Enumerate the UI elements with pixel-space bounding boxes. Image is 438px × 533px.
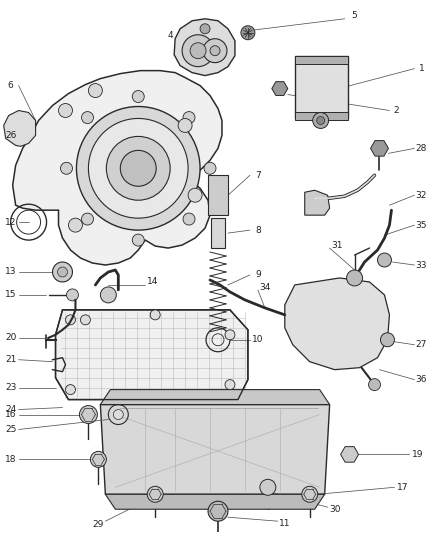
Circle shape xyxy=(210,46,220,55)
Circle shape xyxy=(90,451,106,467)
Text: 3: 3 xyxy=(219,31,225,40)
Polygon shape xyxy=(272,82,288,95)
Polygon shape xyxy=(100,405,330,494)
Circle shape xyxy=(81,111,93,124)
Circle shape xyxy=(60,163,72,174)
Circle shape xyxy=(378,253,392,267)
Circle shape xyxy=(106,136,170,200)
Text: 27: 27 xyxy=(416,340,427,349)
Circle shape xyxy=(132,234,144,246)
Circle shape xyxy=(150,310,160,320)
Circle shape xyxy=(178,118,192,132)
Text: 11: 11 xyxy=(279,519,290,528)
Text: 35: 35 xyxy=(416,221,427,230)
Text: 17: 17 xyxy=(397,483,408,492)
Polygon shape xyxy=(4,110,35,147)
Circle shape xyxy=(200,24,210,34)
Circle shape xyxy=(204,163,216,174)
Text: 1: 1 xyxy=(418,64,424,73)
Polygon shape xyxy=(106,494,325,509)
Circle shape xyxy=(100,287,117,303)
Text: 16: 16 xyxy=(5,410,16,419)
Circle shape xyxy=(313,112,328,128)
Text: 9: 9 xyxy=(255,270,261,279)
Text: 4: 4 xyxy=(167,31,173,40)
Circle shape xyxy=(88,84,102,98)
Circle shape xyxy=(225,330,235,340)
Circle shape xyxy=(68,218,82,232)
Polygon shape xyxy=(305,190,330,215)
Text: 26: 26 xyxy=(5,131,16,140)
Circle shape xyxy=(53,262,72,282)
Text: 25: 25 xyxy=(5,425,16,434)
Circle shape xyxy=(77,107,200,230)
Text: 12: 12 xyxy=(5,217,16,227)
Text: 34: 34 xyxy=(259,284,271,293)
Polygon shape xyxy=(56,310,248,400)
Text: 29: 29 xyxy=(93,520,104,529)
Circle shape xyxy=(66,315,75,325)
Circle shape xyxy=(208,501,228,521)
Circle shape xyxy=(113,409,124,419)
Circle shape xyxy=(66,385,75,394)
Text: 36: 36 xyxy=(416,375,427,384)
Polygon shape xyxy=(285,278,389,370)
Circle shape xyxy=(346,270,363,286)
Circle shape xyxy=(190,43,206,59)
Circle shape xyxy=(88,118,188,218)
Circle shape xyxy=(241,26,255,40)
Circle shape xyxy=(183,213,195,225)
Circle shape xyxy=(317,117,325,124)
Text: 23: 23 xyxy=(5,383,16,392)
Circle shape xyxy=(188,188,202,202)
Circle shape xyxy=(225,379,235,390)
Polygon shape xyxy=(371,141,389,156)
Text: 32: 32 xyxy=(416,191,427,200)
Text: 31: 31 xyxy=(331,240,343,249)
Text: 14: 14 xyxy=(147,278,158,286)
Text: 20: 20 xyxy=(5,333,16,342)
Polygon shape xyxy=(174,19,235,76)
Polygon shape xyxy=(341,447,359,462)
Bar xyxy=(211,218,225,248)
Text: 6: 6 xyxy=(8,81,14,90)
Text: 28: 28 xyxy=(416,144,427,153)
Bar xyxy=(295,112,348,120)
Circle shape xyxy=(203,39,227,63)
Circle shape xyxy=(79,406,97,424)
Circle shape xyxy=(81,213,93,225)
Text: 13: 13 xyxy=(5,268,16,277)
Polygon shape xyxy=(13,71,222,265)
Bar xyxy=(208,175,228,215)
Text: 15: 15 xyxy=(5,290,16,300)
Text: 7: 7 xyxy=(255,171,261,180)
Text: 2: 2 xyxy=(394,106,399,115)
Text: 5: 5 xyxy=(352,11,357,20)
Polygon shape xyxy=(100,390,330,405)
Circle shape xyxy=(132,91,144,102)
Text: 30: 30 xyxy=(329,505,340,514)
Circle shape xyxy=(147,486,163,502)
Polygon shape xyxy=(295,55,348,118)
Circle shape xyxy=(302,486,318,502)
Circle shape xyxy=(182,35,214,67)
Circle shape xyxy=(260,479,276,495)
Circle shape xyxy=(81,315,90,325)
Text: 33: 33 xyxy=(416,261,427,270)
Circle shape xyxy=(368,378,381,391)
Text: 10: 10 xyxy=(252,335,264,344)
Text: 8: 8 xyxy=(255,225,261,235)
Text: 18: 18 xyxy=(5,455,16,464)
Text: 21: 21 xyxy=(5,355,16,364)
Circle shape xyxy=(120,150,156,186)
Circle shape xyxy=(57,267,67,277)
Text: 24: 24 xyxy=(5,405,16,414)
Circle shape xyxy=(183,111,195,124)
Circle shape xyxy=(59,103,72,117)
Bar xyxy=(295,55,348,63)
Circle shape xyxy=(67,289,78,301)
Circle shape xyxy=(381,333,395,347)
Text: 19: 19 xyxy=(412,450,423,459)
